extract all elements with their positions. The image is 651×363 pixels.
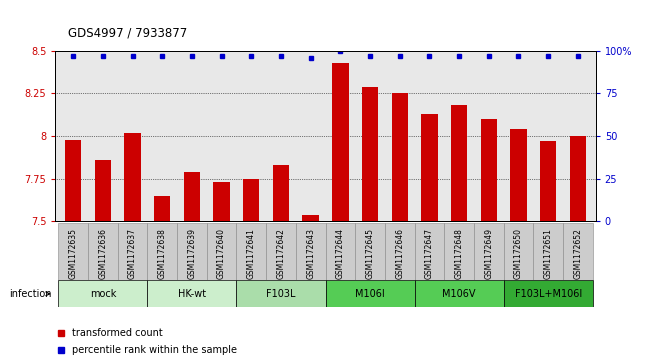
Text: M106V: M106V [442,289,476,299]
Bar [177,223,207,280]
Bar [444,223,474,280]
Text: HK-wt: HK-wt [178,289,206,299]
Bar [326,223,355,280]
Bar [570,136,586,221]
Bar [118,223,147,280]
Text: M106I: M106I [355,289,385,299]
Text: mock: mock [90,289,116,299]
Text: F103L: F103L [266,289,296,299]
Bar [207,223,236,280]
Text: GSM1172651: GSM1172651 [544,228,553,279]
Bar [59,280,147,307]
Bar [480,119,497,221]
Bar [391,94,408,221]
Bar [266,223,296,280]
Text: GSM1172650: GSM1172650 [514,228,523,279]
Text: GSM1172636: GSM1172636 [98,228,107,279]
Text: GSM1172649: GSM1172649 [484,228,493,279]
Bar [243,179,260,221]
Text: GSM1172645: GSM1172645 [365,228,374,279]
Text: GSM1172637: GSM1172637 [128,228,137,279]
Bar [385,223,415,280]
Bar [474,223,504,280]
Bar [421,114,437,221]
Bar [236,223,266,280]
Bar [59,223,88,280]
Bar [326,280,415,307]
Bar [510,129,527,221]
Text: GDS4997 / 7933877: GDS4997 / 7933877 [68,27,187,40]
Text: GSM1172641: GSM1172641 [247,228,256,279]
Text: GSM1172635: GSM1172635 [68,228,77,279]
Text: GSM1172646: GSM1172646 [395,228,404,279]
Bar [184,172,200,221]
Bar [154,196,171,221]
Text: GSM1172648: GSM1172648 [454,228,464,279]
Text: transformed count: transformed count [72,328,162,338]
Text: GSM1172647: GSM1172647 [425,228,434,279]
Bar [415,280,504,307]
Bar [147,280,236,307]
Bar [563,223,592,280]
Bar [332,63,348,221]
Bar [124,133,141,221]
Bar [214,182,230,221]
Bar [273,165,289,221]
Bar [540,141,557,221]
Bar [355,223,385,280]
Bar [362,87,378,221]
Bar [88,223,118,280]
Text: GSM1172638: GSM1172638 [158,228,167,279]
Bar [504,280,592,307]
Bar [451,105,467,221]
Text: GSM1172639: GSM1172639 [187,228,197,279]
Text: F103L+M106I: F103L+M106I [514,289,582,299]
Bar [504,223,533,280]
Bar [533,223,563,280]
Bar [94,160,111,221]
Text: GSM1172652: GSM1172652 [574,228,583,279]
Bar [415,223,444,280]
Text: infection: infection [9,289,51,299]
Bar [236,280,326,307]
Bar [147,223,177,280]
Text: GSM1172644: GSM1172644 [336,228,345,279]
Bar [303,215,319,221]
Text: GSM1172643: GSM1172643 [306,228,315,279]
Text: GSM1172642: GSM1172642 [277,228,286,279]
Bar [65,139,81,221]
Bar [296,223,326,280]
Text: percentile rank within the sample: percentile rank within the sample [72,344,236,355]
Text: GSM1172640: GSM1172640 [217,228,226,279]
